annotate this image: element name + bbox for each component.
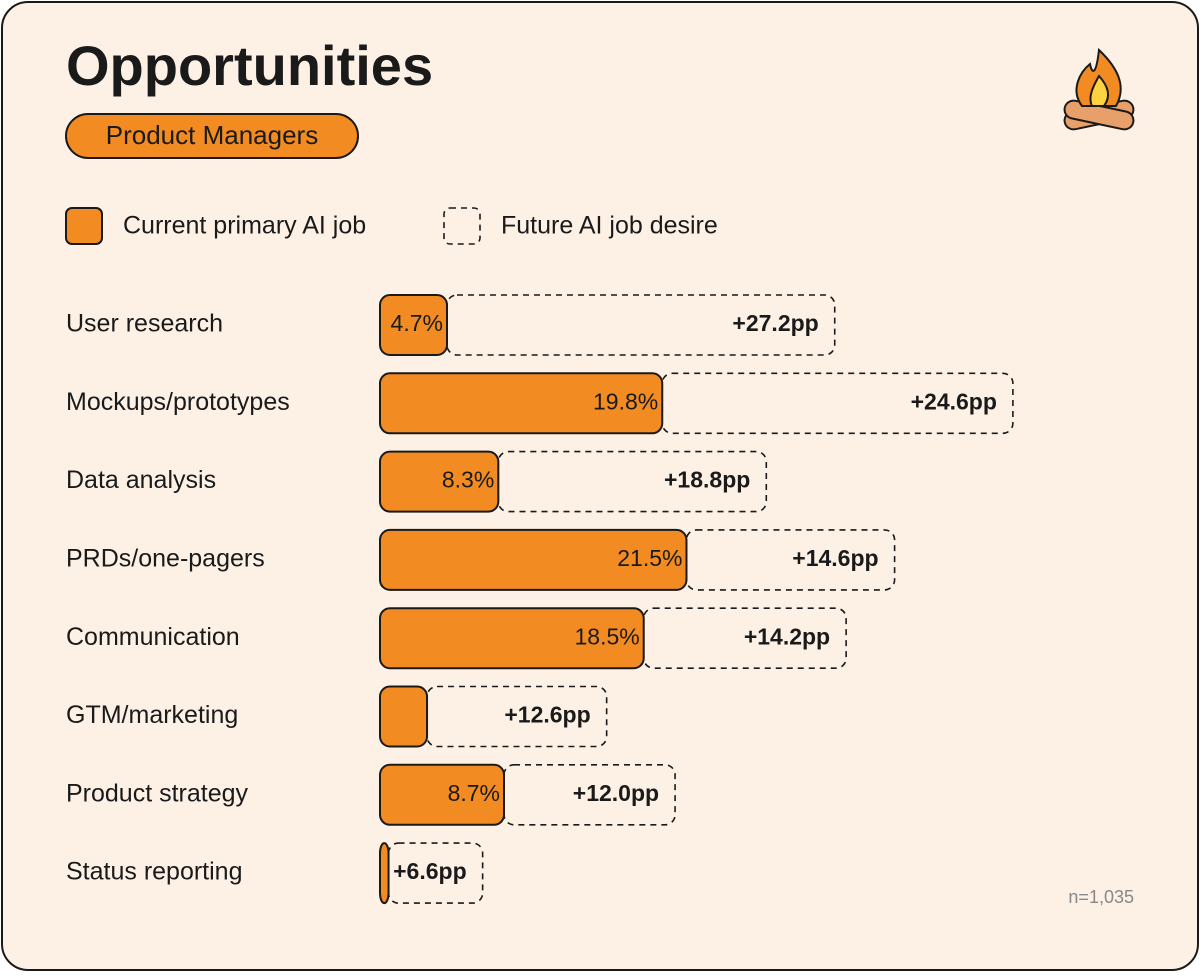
subtitle-pill [65,113,359,159]
category-label: PRDs/one-pagers [66,545,265,573]
value-label: 19.8% [593,388,658,414]
chart-title: Opportunities [66,34,433,97]
future-bar [497,450,768,513]
value-label: 8.3% [442,467,494,493]
chart-subtitle: Product Managers [106,120,318,150]
future-bar [426,685,608,748]
category-label: Communication [66,623,240,651]
legend-swatch [443,207,481,245]
sample-note: n=1,035 [1068,887,1134,907]
current-bar [379,450,500,513]
value-label: 8.7% [448,780,500,806]
value-label: +27.2pp [732,310,818,336]
value-label: 18.5% [574,623,639,649]
current-bar [379,372,664,435]
legend-label: Future AI job desire [501,212,718,240]
category-label: GTM/marketing [66,701,238,729]
value-label: +12.0pp [573,780,659,806]
current-bar [379,294,448,356]
current-bar [379,528,688,591]
value-label: +14.2pp [744,623,830,649]
category-label: Product strategy [66,779,249,807]
value-label: +24.6pp [911,388,997,414]
value-label: 4.7% [391,310,443,336]
current-bar [379,763,506,826]
current-bar [379,607,645,670]
legend-label: Current primary AI job [123,212,366,240]
future-bar [685,529,896,591]
value-label: 21.5% [617,545,682,571]
future-bar [642,607,847,670]
category-label: Status reporting [66,858,243,886]
value-label: +18.8pp [664,467,750,493]
logo [1063,47,1135,131]
category-label: Data analysis [66,466,216,494]
future-bar [661,372,1014,435]
current-bar [379,685,429,748]
legend-swatch [65,207,103,245]
value-label: +12.6pp [504,702,590,728]
value-label: +6.6pp [393,858,467,884]
current-bar [379,842,390,905]
category-label: User research [66,310,223,338]
category-label: Mockups/prototypes [66,388,290,416]
value-label: +14.6pp [792,545,878,571]
